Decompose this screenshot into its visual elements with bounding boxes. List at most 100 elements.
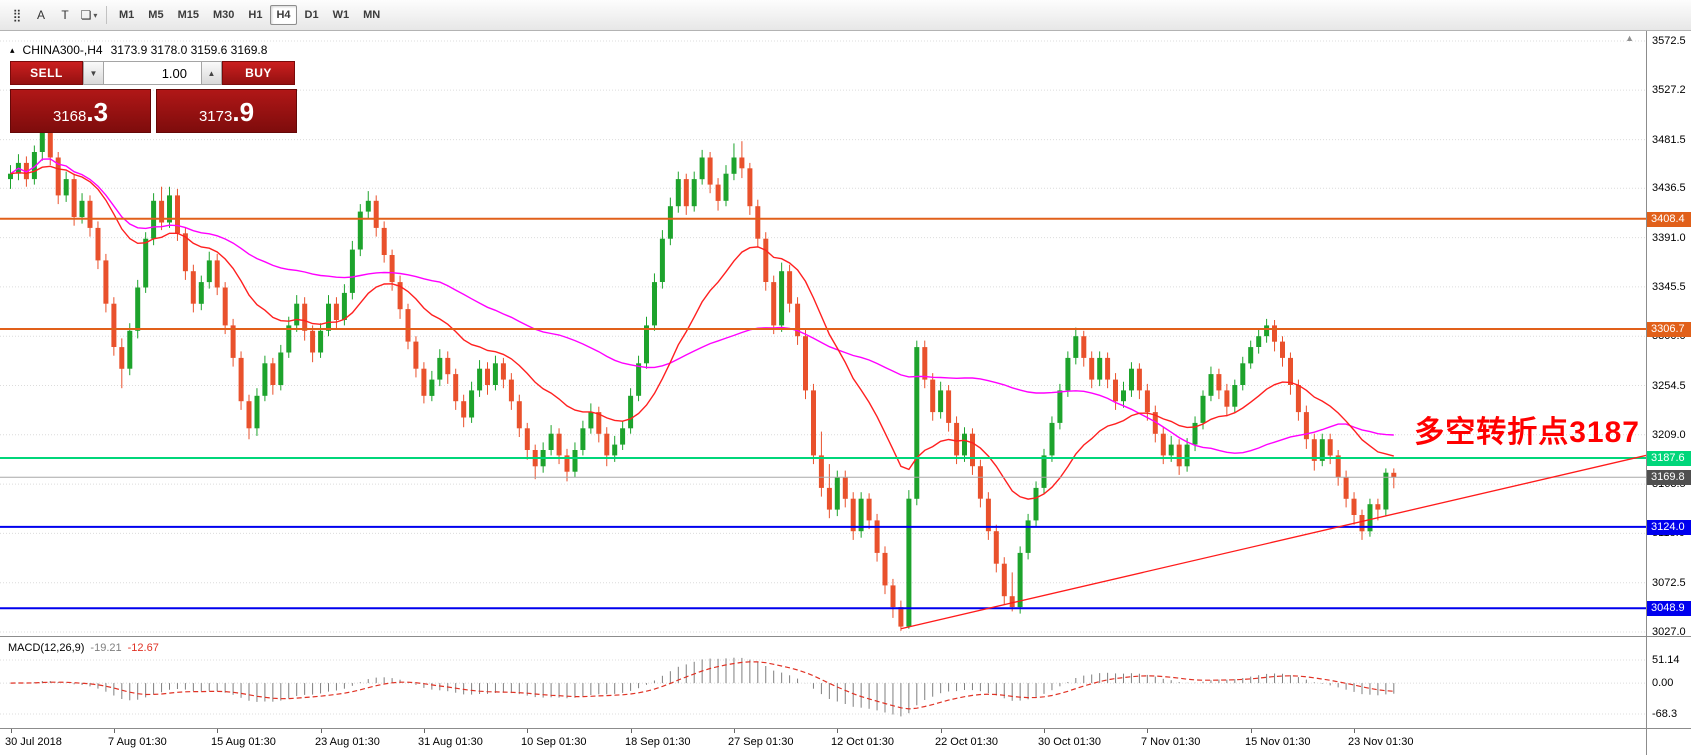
price-level-tag: 3408.4 [1647, 212, 1691, 227]
timeframe-d1[interactable]: D1 [304, 9, 319, 21]
time-tick [321, 729, 322, 733]
price-axis[interactable]: 3572.53527.23481.53436.53391.03345.53300… [1646, 31, 1691, 637]
price-tick-label: 3027.0 [1652, 626, 1686, 637]
time-tick [631, 729, 632, 733]
chart-ohlc-readout: 3173.9 3178.0 3159.6 3169.8 [110, 43, 268, 57]
price-level-tag: 3048.9 [1647, 601, 1691, 616]
price-tick-label: 3481.5 [1652, 134, 1686, 146]
time-axis-label: 22 Oct 01:30 [935, 736, 998, 748]
chart-title: ▴ CHINA300-,H4 3173.9 3178.0 3159.6 3169… [10, 43, 267, 57]
macd-tick-label: -68.3 [1652, 708, 1678, 720]
time-axis-label: 31 Aug 01:30 [418, 736, 483, 748]
time-axis-label: 30 Jul 2018 [5, 736, 62, 748]
volume-up-button[interactable]: ▲ [201, 61, 222, 85]
timeframe-h1[interactable]: H1 [248, 9, 263, 21]
timeframe-m15[interactable]: M15 [177, 9, 199, 21]
time-axis[interactable]: 30 Jul 2018 7 Aug 01:30 15 Aug 01:30 23 Aug… [0, 729, 1646, 755]
bid-price-panel[interactable]: 3168.3 [10, 89, 151, 133]
macd-name: MACD(12,26,9) [8, 642, 85, 654]
price-tick-label: 3345.5 [1652, 281, 1686, 293]
price-tick-label: 3209.0 [1652, 429, 1686, 441]
volume-input[interactable] [104, 61, 201, 85]
time-tick [837, 729, 838, 733]
timeframe-m30[interactable]: M30 [212, 9, 235, 21]
price-level-tag: 3306.7 [1647, 322, 1691, 337]
time-tick [1147, 729, 1148, 733]
chart-symbol-timeframe: CHINA300-,H4 [22, 43, 103, 57]
price-tick-label: 3572.5 [1652, 35, 1686, 47]
candles-layer [8, 117, 1397, 631]
macd-signal-line [10, 661, 1394, 710]
current-price-tag: 3169.8 [1647, 470, 1691, 485]
time-axis-label: 10 Sep 01:30 [521, 736, 587, 748]
macd-axis: 51.14 0.00 -68.3 [1646, 637, 1691, 729]
chart-shift-marker-icon: ▲ [1625, 33, 1634, 43]
time-tick [11, 729, 12, 733]
time-axis-label: 7 Aug 01:30 [108, 736, 167, 748]
timeframes-toolbar: M1 M5 M15 M30 H1 H4 D1 W1 MN [113, 5, 386, 25]
time-axis-label: 15 Aug 01:30 [211, 736, 276, 748]
timeframe-mn[interactable]: MN [363, 9, 381, 21]
one-click-trading-panel: SELL ▼ ▲ BUY 3168.3 3173.9 [10, 61, 297, 133]
macd-tick-label: 51.14 [1652, 654, 1680, 666]
price-tick-label: 3072.5 [1652, 577, 1686, 589]
timeframe-h4[interactable]: H4 [270, 5, 297, 25]
toolbar-separator [106, 6, 107, 24]
ask-price-main: 3173 [198, 108, 233, 125]
volume-down-button[interactable]: ▼ [83, 61, 104, 85]
dropdown-caret-icon: ▾ [93, 10, 98, 20]
ask-price-pips: .9 [232, 97, 255, 127]
chart-window: ▴ CHINA300-,H4 3173.9 3178.0 3159.6 3169… [0, 31, 1691, 755]
time-tick [114, 729, 115, 733]
line-studies-toolbar: ⣿ A T ❏ ▾ [6, 5, 100, 25]
time-tick [1044, 729, 1045, 733]
price-tick-label: 3254.5 [1652, 380, 1686, 392]
time-axis-label: 12 Oct 01:30 [831, 736, 894, 748]
time-axis-label: 23 Aug 01:30 [315, 736, 380, 748]
time-tick [1354, 729, 1355, 733]
time-axis-label: 30 Oct 01:30 [1038, 736, 1101, 748]
time-axis-label: 7 Nov 01:30 [1141, 736, 1201, 748]
macd-tick-label: 0.00 [1652, 677, 1674, 689]
one-click-collapse-icon[interactable]: ▴ [10, 44, 15, 55]
price-tick-label: 3527.2 [1652, 84, 1686, 96]
macd-signal-value: -12.67 [127, 642, 159, 654]
ma-line-slow [10, 158, 1394, 454]
time-axis-label: 23 Nov 01:30 [1348, 736, 1414, 748]
text-label-tool[interactable]: T [61, 8, 69, 22]
time-tick [424, 729, 425, 733]
macd-panel[interactable]: MACD(12,26,9) -19.21 -12.67 [0, 637, 1646, 729]
arrows-tool[interactable]: ❏ ▾ [80, 8, 98, 22]
macd-chart [0, 657, 1646, 717]
time-tick [941, 729, 942, 733]
grid-tool[interactable]: ⣿ [12, 8, 22, 22]
toolbar: ⣿ A T ❏ ▾ M1 M5 M15 M30 H1 H4 D1 W1 MN [0, 0, 1691, 31]
ask-price-panel[interactable]: 3173.9 [156, 89, 297, 133]
chart-annotation-text: 多空转折点3187 [1414, 416, 1640, 449]
time-tick [1251, 729, 1252, 733]
sell-button[interactable]: SELL [10, 61, 83, 85]
macd-main-value: -19.21 [90, 642, 122, 654]
price-tick-label: 3391.0 [1652, 232, 1686, 244]
timeframe-m5[interactable]: M5 [148, 9, 164, 21]
macd-indicator-label: MACD(12,26,9) -19.21 -12.67 [8, 642, 159, 654]
ma-line-fast [10, 165, 1394, 500]
time-tick [734, 729, 735, 733]
price-level-tag: 3187.6 [1647, 451, 1691, 466]
bid-price-main: 3168 [52, 108, 87, 125]
chart-plot-area[interactable]: ▴ CHINA300-,H4 3173.9 3178.0 3159.6 3169… [0, 31, 1646, 637]
time-tick [527, 729, 528, 733]
bid-price-pips: .3 [86, 97, 109, 127]
buy-button[interactable]: BUY [222, 61, 295, 85]
candlestick-chart [0, 40, 1646, 633]
time-axis-label: 15 Nov 01:30 [1245, 736, 1311, 748]
trend-line [900, 454, 1646, 630]
timeframe-w1[interactable]: W1 [332, 9, 350, 21]
time-axis-label: 27 Sep 01:30 [728, 736, 794, 748]
timeframe-m1[interactable]: M1 [119, 9, 135, 21]
time-tick [217, 729, 218, 733]
text-tool[interactable]: A [36, 8, 45, 22]
price-level-tag: 3124.0 [1647, 520, 1691, 535]
time-axis-label: 18 Sep 01:30 [625, 736, 691, 748]
